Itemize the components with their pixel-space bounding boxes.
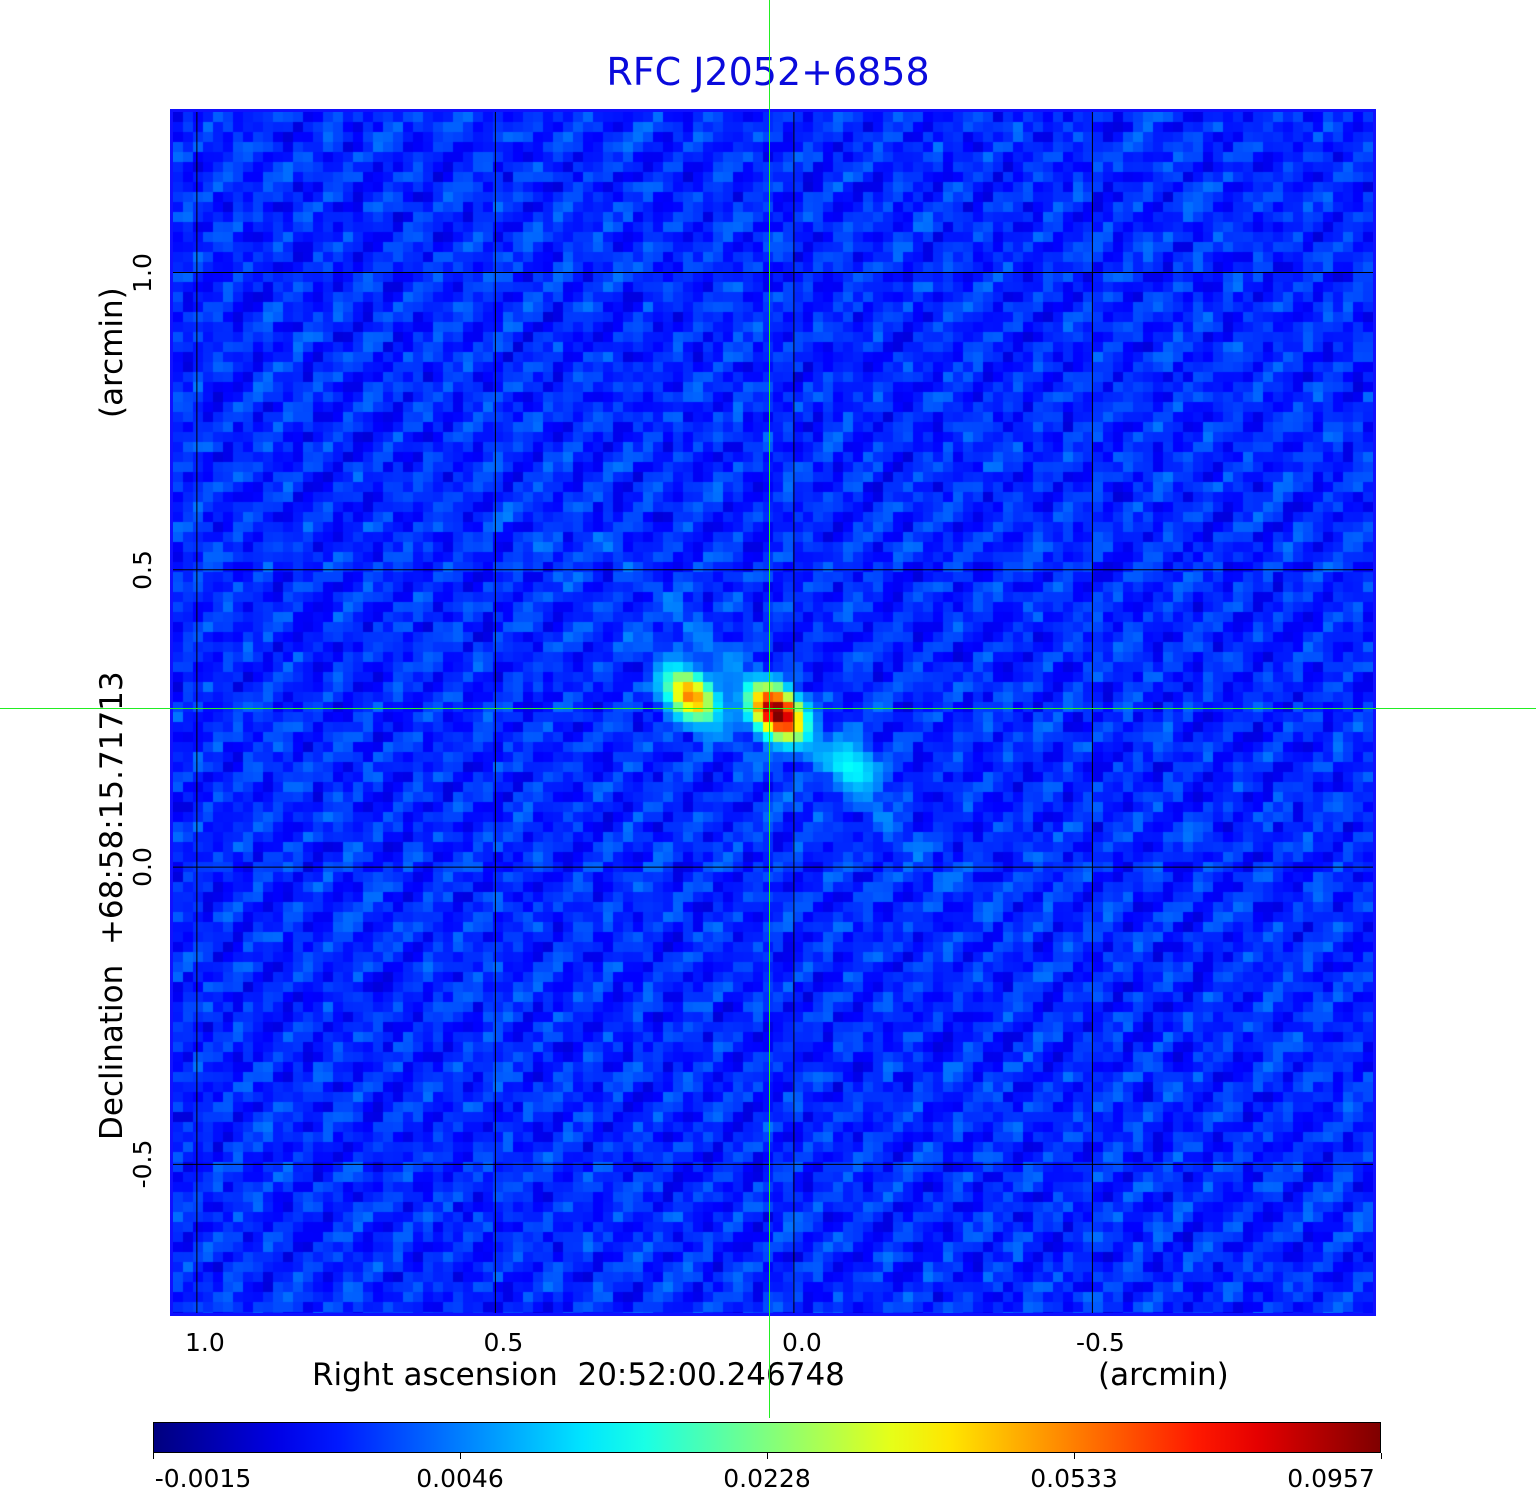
image-plot-area[interactable]	[170, 109, 1376, 1316]
crosshair-horizontal	[0, 708, 1536, 710]
x-tick-label: 0.0	[782, 1328, 822, 1357]
colorbar-tick	[1381, 1453, 1382, 1459]
colorbar-tick-label: 0.0957	[1287, 1464, 1375, 1493]
colorbar	[153, 1422, 1381, 1453]
colorbar-tick-label: 0.0228	[723, 1464, 811, 1493]
colorbar-tick-label: -0.0015	[154, 1464, 252, 1493]
y-axis-unit: (arcmin)	[94, 287, 130, 418]
y-tick-label: 0.0	[128, 847, 157, 887]
intensity-map	[173, 112, 1373, 1313]
colorbar-tick	[1074, 1453, 1075, 1459]
x-tick-label: -0.5	[1076, 1328, 1125, 1357]
colorbar-tick	[153, 1453, 154, 1459]
x-axis-label: Right ascension 20:52:00.246748	[312, 1357, 845, 1393]
colorbar-tick-label: 0.0046	[416, 1464, 504, 1493]
colorbar-tick-label: 0.0533	[1030, 1464, 1118, 1493]
x-tick-label: 0.5	[483, 1328, 524, 1357]
x-axis-unit: (arcmin)	[1098, 1357, 1229, 1393]
colorbar-tick	[767, 1453, 768, 1459]
grid-lines	[173, 112, 1373, 1313]
y-tick-label: -0.5	[128, 1139, 157, 1189]
y-tick-label: 0.5	[128, 549, 157, 590]
colorbar-tick	[460, 1453, 461, 1459]
chart-title: RFC J2052+6858	[606, 50, 930, 94]
x-tick-label: 1.0	[184, 1328, 225, 1357]
y-axis-label: Declination +68:58:15.71713	[94, 671, 130, 1140]
y-tick-label: 1.0	[128, 252, 157, 293]
